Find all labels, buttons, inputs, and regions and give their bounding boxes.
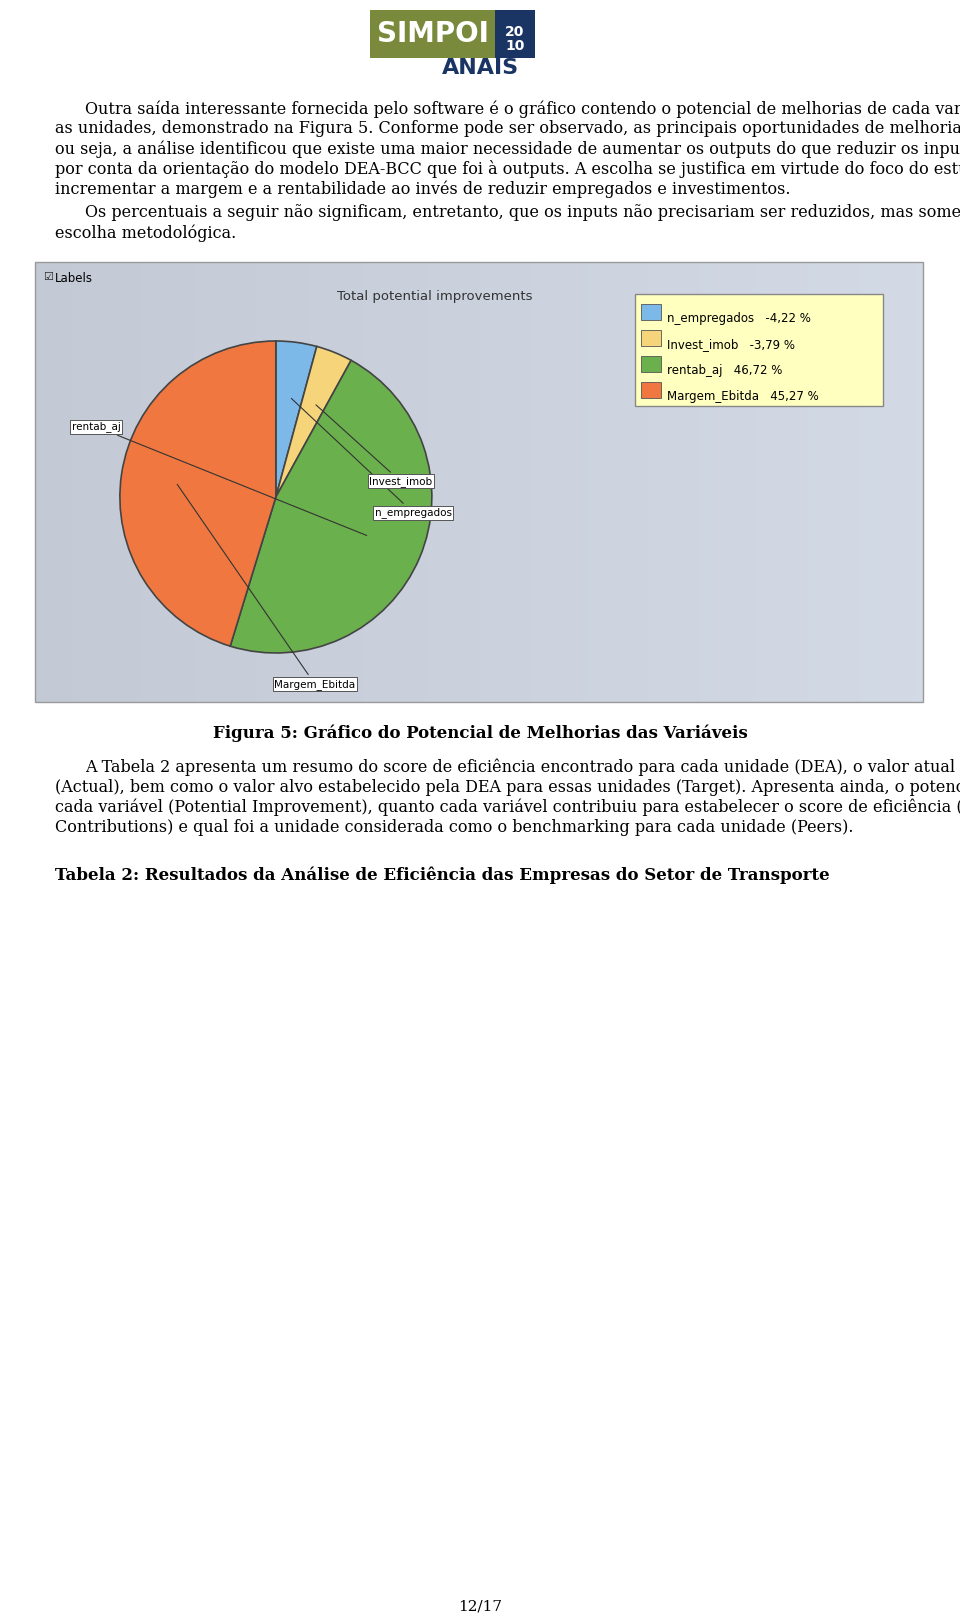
Text: Margem_Ebitda: Margem_Ebitda [178, 485, 355, 689]
Wedge shape [276, 341, 317, 496]
Text: A Tabela 2 apresenta um resumo do score de eficiência encontrado para cada unida: A Tabela 2 apresenta um resumo do score … [85, 759, 960, 777]
Text: escolha metodológica.: escolha metodológica. [55, 224, 236, 242]
Text: por conta da orientação do modelo DEA-BCC que foi à outputs. A escolha se justif: por conta da orientação do modelo DEA-BC… [55, 161, 960, 178]
Text: Outra saída interessante fornecida pelo software é o gráfico contendo o potencia: Outra saída interessante fornecida pelo … [85, 101, 960, 117]
Bar [641, 329, 661, 345]
Text: Figura 5: Gráfico do Potencial de Melhorias das Variáveis: Figura 5: Gráfico do Potencial de Melhor… [212, 723, 748, 741]
Text: rentab_aj: rentab_aj [72, 422, 367, 535]
Text: 10: 10 [505, 39, 525, 54]
Text: ☑: ☑ [43, 272, 53, 282]
Text: (Actual), bem como o valor alvo estabelecido pela DEA para essas unidades (Targe: (Actual), bem como o valor alvo estabele… [55, 779, 960, 796]
Bar [495, 10, 535, 58]
Text: Invest_imob   -3,79 %: Invest_imob -3,79 % [667, 337, 795, 350]
Text: Labels: Labels [55, 272, 93, 285]
Text: Total potential improvements: Total potential improvements [337, 290, 533, 303]
Wedge shape [276, 347, 351, 496]
Bar [370, 10, 495, 58]
Text: 20: 20 [505, 24, 525, 39]
Text: Os percentuais a seguir não significam, entretanto, que os inputs não precisaria: Os percentuais a seguir não significam, … [85, 204, 960, 221]
Text: n_empregados: n_empregados [291, 399, 451, 517]
Text: Tabela 2: Resultados da Análise de Eficiência das Empresas do Setor de Transport: Tabela 2: Resultados da Análise de Efici… [55, 868, 829, 884]
Text: incrementar a margem e a rentabilidade ao invés de reduzir empregados e investim: incrementar a margem e a rentabilidade a… [55, 180, 790, 198]
Bar [641, 355, 661, 371]
Bar [641, 383, 661, 397]
Text: as unidades, demonstrado na Figura 5. Conforme pode ser observado, as principais: as unidades, demonstrado na Figura 5. Co… [55, 120, 960, 136]
Text: n_empregados   -4,22 %: n_empregados -4,22 % [667, 311, 811, 324]
Text: 12/17: 12/17 [458, 1599, 502, 1614]
Bar [641, 303, 661, 320]
Wedge shape [230, 360, 432, 654]
Text: ANAIS: ANAIS [442, 58, 518, 78]
Text: Invest_imob: Invest_imob [316, 406, 432, 487]
Text: Margem_Ebitda   45,27 %: Margem_Ebitda 45,27 % [667, 389, 819, 402]
Bar [35, 263, 923, 702]
Text: Contributions) e qual foi a unidade considerada como o benchmarking para cada un: Contributions) e qual foi a unidade cons… [55, 819, 853, 835]
Text: ou seja, a análise identificou que existe uma maior necessidade de aumentar os o: ou seja, a análise identificou que exist… [55, 139, 960, 157]
Text: cada variável (Potential Improvement), quanto cada variável contribuiu para esta: cada variável (Potential Improvement), q… [55, 800, 960, 816]
Text: rentab_aj   46,72 %: rentab_aj 46,72 % [667, 363, 782, 376]
Wedge shape [120, 341, 276, 646]
Bar [635, 294, 883, 406]
Text: SIMPOI: SIMPOI [376, 19, 489, 49]
